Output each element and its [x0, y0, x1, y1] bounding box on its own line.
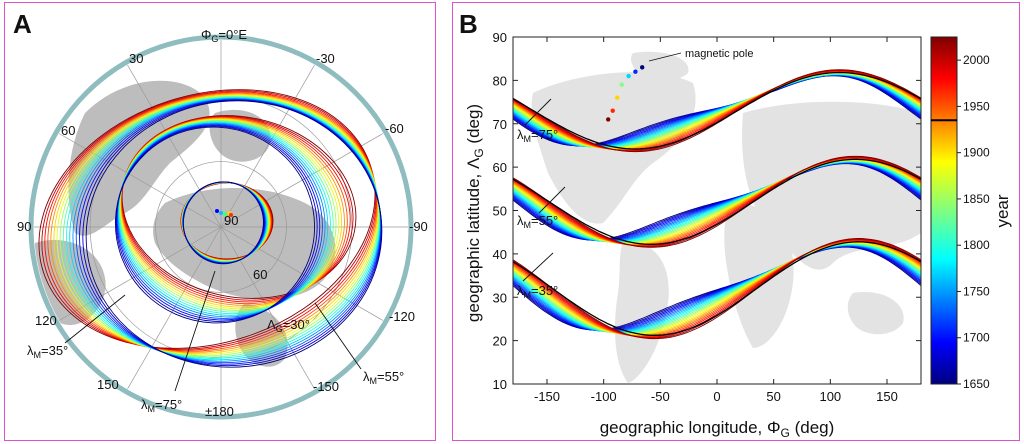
lon-label-120: 120 — [35, 313, 57, 328]
outer-ring — [28, 34, 414, 420]
colorbar-tick-label: 1750 — [963, 284, 990, 298]
lat-lon-plot: B -150 -100 -50 0 50 100 150 10 20 30 40 50 60 70 80 90… — [459, 9, 1012, 440]
pole-point — [619, 82, 624, 87]
lon-label-neg30: -30 — [316, 51, 335, 66]
reference-curve — [513, 158, 921, 245]
lon-label-60: 60 — [61, 123, 75, 138]
axis-ticks: -150 -100 -50 0 50 100 150 10 20 30 40 50 60 70 80 90 — [493, 30, 921, 404]
lon-label-neg60: -60 — [385, 121, 404, 136]
lon-label-30: 30 — [129, 51, 143, 66]
magnetic-pole-annotation: magnetic pole — [685, 48, 754, 60]
latitude-curve — [513, 242, 921, 335]
magnetic-pole-path — [606, 65, 645, 122]
pole-point — [606, 117, 611, 122]
lon-label-neg150: -150 — [313, 379, 339, 394]
y-tick-label: 50 — [493, 204, 507, 219]
y-tick-label: 90 — [493, 30, 507, 45]
curve-label-75: λM=75° — [517, 127, 558, 144]
pole-point — [626, 73, 631, 79]
lon-label-neg120: -120 — [389, 309, 415, 324]
curve-label-55: λM=55° — [517, 213, 558, 230]
x-tick-label: -150 — [534, 389, 560, 404]
latitude-curve — [513, 155, 921, 248]
y-tick-label: 80 — [493, 73, 507, 88]
curve-leaders — [522, 98, 566, 282]
lon-label-150: 150 — [97, 377, 119, 392]
colorbar-tick-label: 1850 — [963, 192, 990, 206]
x-tick-label: -100 — [591, 389, 617, 404]
y-tick-label: 40 — [493, 247, 507, 262]
x-tick-label: -50 — [651, 389, 670, 404]
x-tick-label: 150 — [876, 389, 898, 404]
field-curve — [182, 181, 264, 265]
colorbar-tick-label: 1700 — [963, 331, 990, 345]
lambda-m-35-label: λM=35° — [27, 343, 68, 360]
latitude-curve — [513, 238, 921, 340]
lon-label-180: ±180 — [205, 404, 234, 419]
lambda-m-75-label: λM=75° — [141, 397, 182, 414]
y-axis-label: geographic latitude, ΛG (deg) — [464, 104, 486, 322]
pole-dot — [215, 209, 219, 213]
x-tick-label: 100 — [819, 389, 841, 404]
annotation-leader — [648, 52, 682, 62]
panel-b-letter: B — [459, 9, 478, 39]
pole-dot — [223, 212, 227, 216]
latitude-curve — [513, 239, 921, 338]
meridian-line — [220, 64, 315, 228]
latitude-curve — [513, 69, 921, 153]
latitude-curve — [513, 240, 921, 337]
colorbar-label: year — [993, 194, 1012, 227]
pole-point — [615, 95, 620, 100]
lon-label-90: 90 — [17, 219, 31, 234]
meridian-line — [127, 64, 222, 228]
y-tick-label: 30 — [493, 290, 507, 305]
field-curve — [114, 126, 316, 324]
panel-a-letter: A — [13, 9, 32, 39]
panel-a: A ΦG=0°E 30 -30 60 -60 90 -90 120 -120 1… — [4, 2, 436, 441]
pole-dot — [219, 211, 223, 215]
x-tick-label: 50 — [766, 389, 780, 404]
pole-dot — [229, 213, 233, 217]
y-tick-label: 20 — [493, 334, 507, 349]
leader-lines — [64, 270, 362, 392]
panel-b: B -150 -100 -50 0 50 100 150 10 20 30 40 50 60 70 80 90… — [452, 2, 1020, 441]
reference-curve — [513, 71, 921, 150]
lat-label-60: 60 — [253, 267, 267, 282]
latitude-curve — [513, 157, 921, 247]
field-curve — [85, 100, 383, 368]
lat-label-90: 90 — [224, 213, 238, 228]
latitude-curves — [513, 69, 921, 340]
colorbar-tick-label: 1950 — [963, 99, 990, 113]
lon-label-neg90: -90 — [409, 219, 428, 234]
pole-point — [610, 108, 615, 113]
lambda-g-label: ΛG=30° — [267, 317, 310, 334]
x-axis-label: geographic longitude, ΦG (deg) — [600, 418, 835, 440]
top-longitude-label: ΦG=0°E — [201, 27, 247, 44]
colorbar-tick-label: 1900 — [963, 146, 990, 160]
colorbar-ticks: 1650 1700 1750 1800 1850 1900 1950 2000 — [957, 53, 990, 391]
x-tick-label: 0 — [713, 389, 720, 404]
colorbar-tick-label: 1800 — [963, 238, 990, 252]
colorbar-tick-label: 2000 — [963, 53, 990, 67]
meridian-line — [58, 226, 222, 321]
colorbar-tick-label: 1650 — [963, 377, 990, 391]
lambda-m-55-label: λM=55° — [363, 369, 404, 386]
colorbar — [930, 36, 958, 385]
y-tick-label: 70 — [493, 117, 507, 132]
y-tick-label: 60 — [493, 160, 507, 175]
latitude-curve — [513, 239, 921, 339]
meridian-line — [127, 226, 222, 390]
curve-label-35: λM=35° — [517, 283, 558, 300]
polar-plot: A ΦG=0°E 30 -30 60 -60 90 -90 120 -120 1… — [13, 9, 428, 420]
field-curves — [38, 89, 383, 368]
pole-point — [633, 69, 638, 74]
reference-curve — [513, 241, 921, 336]
y-tick-label: 10 — [493, 377, 507, 392]
pole-point — [640, 65, 645, 70]
